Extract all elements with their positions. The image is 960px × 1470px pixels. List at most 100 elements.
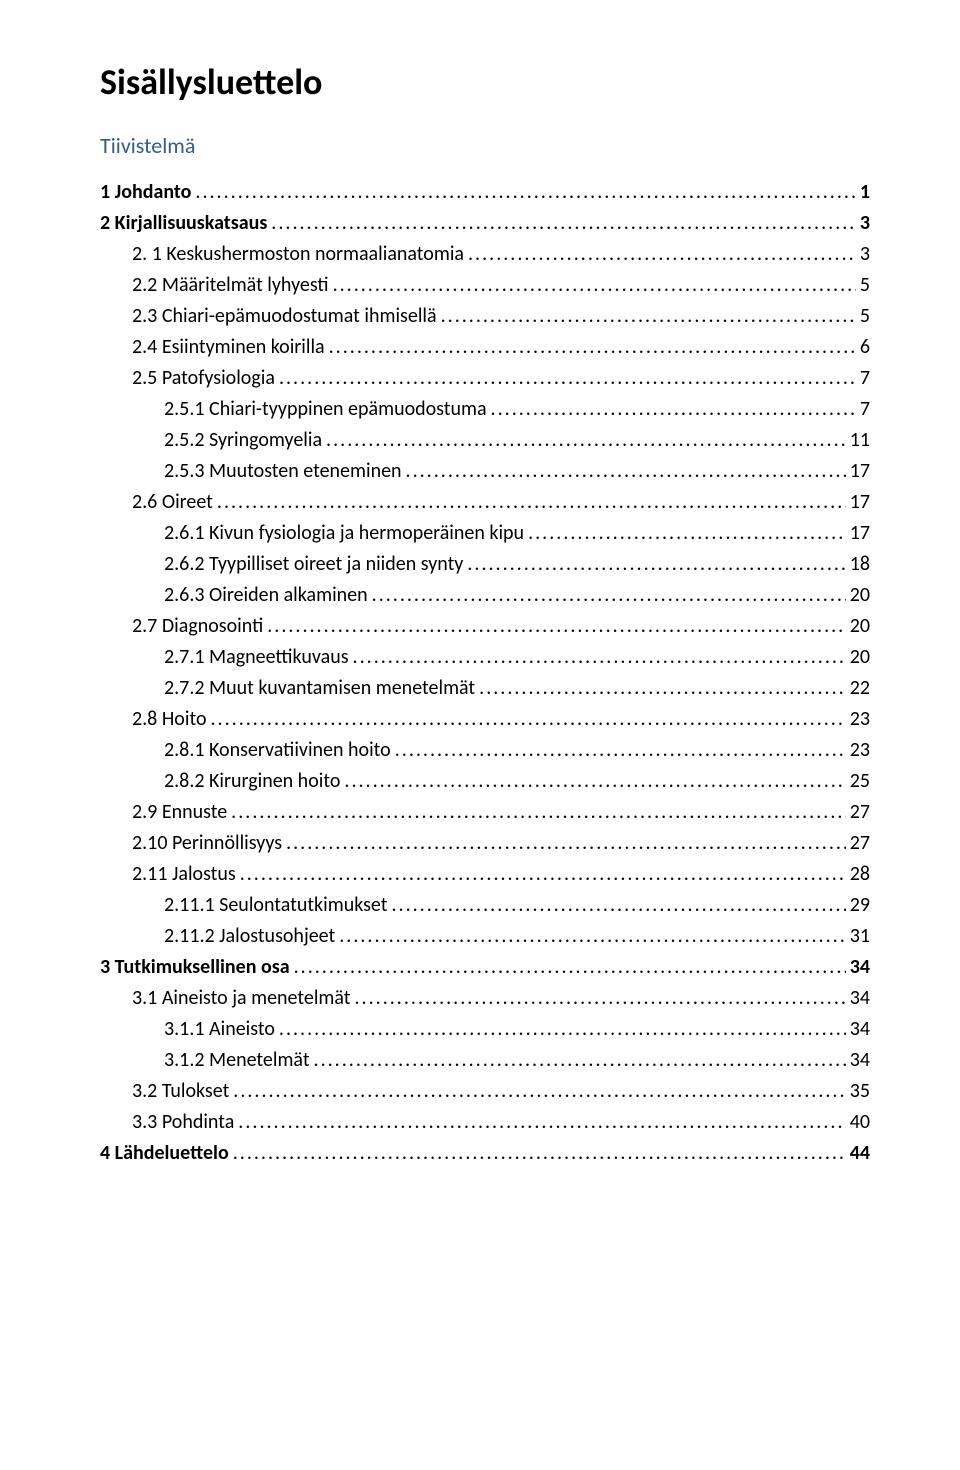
document-page: Sisällysluettelo Tiivistelmä 1 Johdanto1… <box>0 0 960 1470</box>
toc-entry-page: 6 <box>860 332 870 363</box>
toc-entry[interactable]: 2 Kirjallisuuskatsaus3 <box>100 208 870 239</box>
toc-entry-label: 2.7.2 Muut kuvantamisen menetelmät <box>164 673 475 704</box>
toc-entry-page: 25 <box>850 766 870 797</box>
toc-entry-label: 2.3 Chiari-epämuodostumat ihmisellä <box>132 301 437 332</box>
toc-leader-dots <box>395 735 846 766</box>
toc-entry-label: 2.11 Jalostus <box>132 859 236 890</box>
toc-entry[interactable]: 2.5.2 Syringomyelia 11 <box>164 425 870 456</box>
toc-entry-page: 34 <box>850 983 870 1014</box>
toc-entry-label: 3 Tutkimuksellinen osa <box>100 952 290 983</box>
toc-entry-label: 2.8.1 Konservatiivinen hoito <box>164 735 391 766</box>
toc-entry[interactable]: 3.1.1 Aineisto34 <box>164 1014 870 1045</box>
toc-entry-label: 2.11.1 Seulontatutkimukset <box>164 890 387 921</box>
toc-entry[interactable]: 2.8 Hoito23 <box>132 704 870 735</box>
toc-entry[interactable]: 2.6.3 Oireiden alkaminen20 <box>164 580 870 611</box>
toc-leader-dots <box>286 828 846 859</box>
toc-entry-label: 1 Johdanto <box>100 177 191 208</box>
toc-entry[interactable]: 2.4 Esiintyminen koirilla 6 <box>132 332 870 363</box>
toc-entry[interactable]: 2.11.2 Jalostusohjeet31 <box>164 921 870 952</box>
toc-entry-page: 29 <box>850 890 870 921</box>
toc-entry-label: 2.5.2 Syringomyelia <box>164 425 322 456</box>
toc-leader-dots <box>217 487 846 518</box>
toc-entry-page: 44 <box>850 1138 870 1169</box>
toc-entry-label: 2.7 Diagnosointi <box>132 611 263 642</box>
toc-entry-label: 2.6.2 Tyypilliset oireet ja niiden synty <box>164 549 463 580</box>
toc-entry[interactable]: 3.1 Aineisto ja menetelmät34 <box>132 983 870 1014</box>
toc-leader-dots <box>333 270 856 301</box>
toc-entry[interactable]: 2.11 Jalostus 28 <box>132 859 870 890</box>
toc-entry[interactable]: 1 Johdanto 1 <box>100 177 870 208</box>
toc-entry-page: 23 <box>850 704 870 735</box>
toc-entry[interactable]: 2.5.3 Muutosten eteneminen17 <box>164 456 870 487</box>
toc-entry-page: 5 <box>860 301 870 332</box>
toc-entry-label: 2.4 Esiintyminen koirilla <box>132 332 325 363</box>
toc-entry-page: 40 <box>850 1107 870 1138</box>
toc-entry-page: 31 <box>850 921 870 952</box>
toc-entry[interactable]: 3.1.2 Menetelmät 34 <box>164 1045 870 1076</box>
toc-entry-label: 3.3 Pohdinta <box>132 1107 234 1138</box>
toc-leader-dots <box>279 363 856 394</box>
subtitle: Tiivistelmä <box>100 132 870 159</box>
toc-entry[interactable]: 2.6.2 Tyypilliset oireet ja niiden synty… <box>164 549 870 580</box>
toc-leader-dots <box>267 611 846 642</box>
toc-entry[interactable]: 2.7.1 Magneettikuvaus 20 <box>164 642 870 673</box>
toc-entry-page: 11 <box>850 425 870 456</box>
toc-leader-dots <box>211 704 846 735</box>
toc-entry-label: 2.7.1 Magneettikuvaus <box>164 642 349 673</box>
toc-leader-dots <box>339 921 845 952</box>
toc-leader-dots <box>271 208 856 239</box>
toc-entry[interactable]: 3.3 Pohdinta 40 <box>132 1107 870 1138</box>
toc-leader-dots <box>195 177 855 208</box>
toc-entry-label: 2.6.1 Kivun fysiologia ja hermoperäinen … <box>164 518 524 549</box>
toc-entry-page: 35 <box>850 1076 870 1107</box>
toc-entry[interactable]: 4 Lähdeluettelo44 <box>100 1138 870 1169</box>
toc-entry[interactable]: 2.6.1 Kivun fysiologia ja hermoperäinen … <box>164 518 870 549</box>
toc-entry[interactable]: 3 Tutkimuksellinen osa 34 <box>100 952 870 983</box>
toc-entry[interactable]: 2.8.2 Kirurginen hoito 25 <box>164 766 870 797</box>
toc-entry-page: 17 <box>850 487 870 518</box>
toc-leader-dots <box>329 332 856 363</box>
toc-entry[interactable]: 3.2 Tulokset35 <box>132 1076 870 1107</box>
toc-entry-label: 2.6 Oireet <box>132 487 213 518</box>
toc-leader-dots <box>468 239 856 270</box>
toc-entry-label: 2.5.1 Chiari-tyyppinen epämuodostuma <box>164 394 487 425</box>
toc-entry[interactable]: 2.5.1 Chiari-tyyppinen epämuodostuma7 <box>164 394 870 425</box>
toc-entry-label: 2.5.3 Muutosten eteneminen <box>164 456 402 487</box>
toc-entry-label: 3.1.1 Aineisto <box>164 1014 275 1045</box>
toc-leader-dots <box>231 797 846 828</box>
toc-entry-label: 2.9 Ennuste <box>132 797 227 828</box>
toc-entry[interactable]: 2.10 Perinnöllisyys27 <box>132 828 870 859</box>
toc-entry-page: 34 <box>850 952 870 983</box>
toc-leader-dots <box>441 301 856 332</box>
toc-entry[interactable]: 2.3 Chiari-epämuodostumat ihmisellä 5 <box>132 301 870 332</box>
toc-entry-page: 5 <box>860 270 870 301</box>
toc-entry-page: 34 <box>850 1045 870 1076</box>
toc-leader-dots <box>355 983 846 1014</box>
toc-leader-dots <box>406 456 846 487</box>
toc-entry[interactable]: 2.2 Määritelmät lyhyesti 5 <box>132 270 870 301</box>
toc-entry[interactable]: 2.9 Ennuste 27 <box>132 797 870 828</box>
toc-entry-label: 2.8.2 Kirurginen hoito <box>164 766 340 797</box>
toc-leader-dots <box>491 394 856 425</box>
toc-entry-page: 28 <box>850 859 870 890</box>
toc-entry[interactable]: 2.6 Oireet 17 <box>132 487 870 518</box>
toc-leader-dots <box>240 859 846 890</box>
toc-entry-label: 2.2 Määritelmät lyhyesti <box>132 270 329 301</box>
toc-leader-dots <box>279 1014 846 1045</box>
toc-entry[interactable]: 2.7.2 Muut kuvantamisen menetelmät22 <box>164 673 870 704</box>
toc-leader-dots <box>326 425 846 456</box>
toc-leader-dots <box>372 580 846 611</box>
toc-entry-label: 3.1.2 Menetelmät <box>164 1045 310 1076</box>
toc-entry-page: 1 <box>860 177 870 208</box>
toc-entry-page: 18 <box>850 549 870 580</box>
toc-entry[interactable]: 2.7 Diagnosointi20 <box>132 611 870 642</box>
toc-entry[interactable]: 2.11.1 Seulontatutkimukset 29 <box>164 890 870 921</box>
toc: 1 Johdanto 12 Kirjallisuuskatsaus32. 1 Ke… <box>100 177 870 1169</box>
toc-entry-page: 7 <box>860 363 870 394</box>
toc-entry[interactable]: 2.8.1 Konservatiivinen hoito23 <box>164 735 870 766</box>
toc-entry-page: 27 <box>850 797 870 828</box>
toc-entry[interactable]: 2.5 Patofysiologia7 <box>132 363 870 394</box>
toc-entry[interactable]: 2. 1 Keskushermoston normaalianatomia3 <box>132 239 870 270</box>
toc-leader-dots <box>391 890 845 921</box>
toc-entry-page: 20 <box>850 642 870 673</box>
